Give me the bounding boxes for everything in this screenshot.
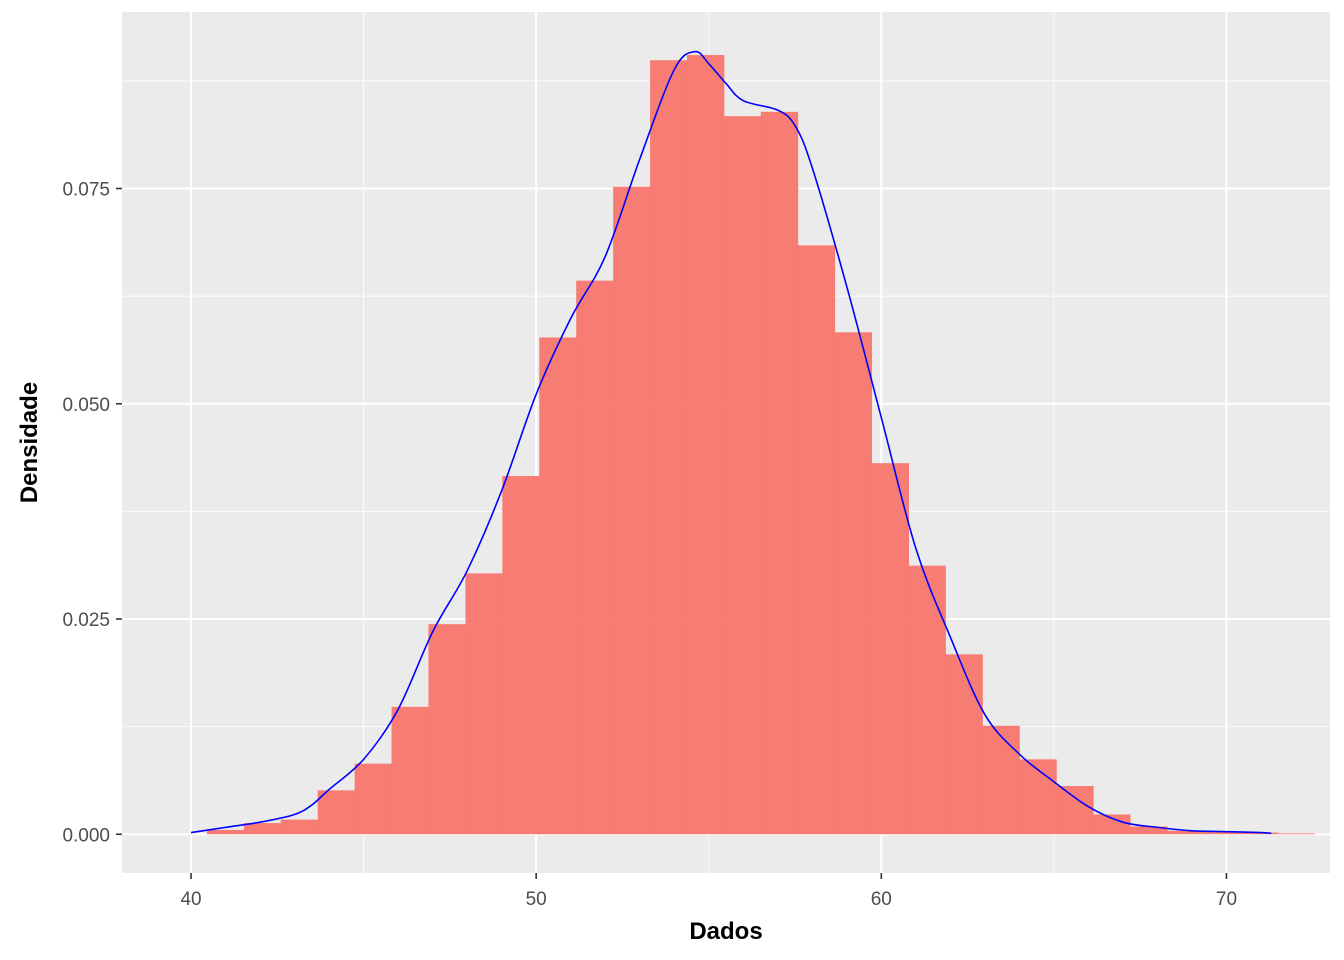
- histogram-bar: [1093, 814, 1131, 835]
- y-axis-title: Densidade: [16, 382, 43, 503]
- x-axis-ticks: 40 50 60 70: [180, 873, 1237, 910]
- histogram-bar: [280, 819, 319, 835]
- y-axis-ticks: 0.000 0.025 0.050 0.075: [62, 180, 122, 846]
- density-curve: [190, 50, 1272, 835]
- y-tick-label: 0.075: [62, 180, 110, 201]
- histogram-bar: [908, 565, 946, 835]
- x-tick-label: 40: [180, 889, 201, 910]
- histogram-bar: [1204, 831, 1242, 835]
- x-tick-label: 50: [526, 889, 547, 910]
- histogram-bar: [539, 337, 577, 835]
- histogram-bar: [502, 476, 540, 835]
- histogram-bars: [206, 55, 1316, 835]
- histogram-bar: [760, 111, 799, 835]
- histogram-bar: [428, 624, 466, 835]
- histogram-bar: [317, 790, 356, 835]
- x-tick-label: 60: [871, 889, 892, 910]
- histogram-bar: [723, 116, 762, 835]
- histogram-bar: [834, 332, 873, 835]
- y-tick-label: 0.050: [62, 395, 110, 416]
- histogram-bar: [871, 463, 909, 835]
- histogram-bar: [613, 186, 651, 835]
- histogram-bar: [354, 763, 392, 835]
- histogram-bar: [1056, 786, 1094, 835]
- histogram-bar: [1130, 826, 1168, 835]
- histogram-bar: [650, 60, 688, 835]
- x-tick-label: 70: [1216, 889, 1237, 910]
- histogram-bar: [465, 573, 503, 835]
- histogram-bar: [797, 245, 836, 835]
- histogram-bar: [1277, 833, 1316, 835]
- histogram-bar: [206, 829, 245, 835]
- y-tick-label: 0.000: [62, 825, 110, 846]
- histogram-bar: [391, 706, 429, 835]
- y-tick-label: 0.025: [62, 610, 110, 631]
- histogram-bar: [576, 280, 614, 835]
- histogram-bar: [243, 823, 282, 835]
- x-axis-title: Dados: [689, 918, 762, 945]
- minor-gridlines: [122, 12, 1330, 873]
- histogram-bar: [1240, 832, 1279, 835]
- histogram-bar: [1019, 759, 1057, 835]
- histogram-bar: [945, 654, 983, 835]
- histogram-bar: [686, 55, 725, 835]
- histogram-bar: [1167, 830, 1205, 835]
- histogram-bar: [982, 725, 1020, 835]
